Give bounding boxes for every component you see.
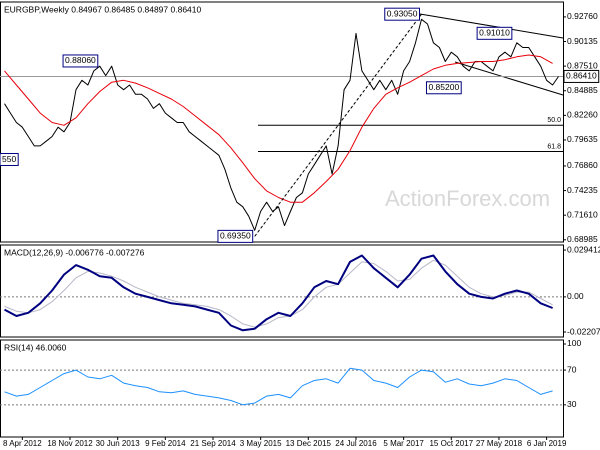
y-tick-label: 0.84885	[567, 85, 598, 95]
y-tick-label: 30	[567, 399, 577, 409]
x-tick-label: 27 May 2018	[476, 439, 523, 448]
annotation-label: 0.91010	[479, 28, 510, 38]
annotation-box	[384, 7, 421, 21]
panel-frame	[0, 339, 564, 438]
x-tick-label: 24 Jul 2016	[335, 439, 377, 448]
swing-line	[254, 13, 422, 237]
annotation-box	[217, 229, 254, 243]
annotation-box	[62, 54, 99, 68]
annotation-label: 0.88060	[65, 55, 96, 65]
series-line	[4, 18, 559, 231]
watermark: ActionForex.com	[385, 186, 550, 211]
annotation-label: 0.69350	[220, 231, 251, 241]
y-tick-label: -0.022074	[567, 326, 600, 336]
annotation-label: 0.85200	[428, 82, 459, 92]
x-tick-label: 6 Jan 2019	[527, 439, 567, 448]
y-tick-label: 0.79635	[567, 134, 598, 144]
y-tick-label: 70	[567, 364, 577, 374]
x-tick-label: 9 Feb 2014	[145, 439, 186, 448]
y-tick-label: 0.87510	[567, 60, 598, 70]
x-tick-label: 21 Sep 2014	[190, 439, 236, 448]
annotation-box	[425, 81, 462, 95]
x-tick-label: 15 Oct 2017	[429, 439, 473, 448]
x-tick-label: 30 Jun 2013	[96, 439, 141, 448]
y-tick-label: 0.029412	[567, 244, 600, 254]
y-tick-label: 0.76860	[567, 160, 598, 170]
panel-title: MACD(12,26,9) -0.006776 -0.007276	[4, 247, 145, 257]
x-tick-label: 3 May 2015	[240, 439, 282, 448]
last-price-box	[563, 69, 600, 83]
y-tick-label: 0.71610	[567, 209, 598, 219]
upper-trendline	[419, 13, 564, 39]
y-tick-label: 0.82260	[567, 110, 598, 120]
series-line	[4, 54, 553, 203]
series-line	[4, 259, 553, 328]
annotation-box	[0, 153, 19, 166]
y-tick-label: 0.68985	[567, 234, 598, 244]
series-line	[4, 254, 553, 332]
y-tick-label: 0.00	[567, 291, 584, 301]
panel-title: RSI(14) 46.0060	[4, 342, 67, 352]
y-tick-label: 0.90135	[567, 36, 598, 46]
lower-trendline	[454, 61, 564, 96]
fib-label: 61.8	[547, 143, 561, 150]
y-tick-label: 0.92760	[567, 11, 598, 21]
annotation-label: 550	[2, 154, 16, 164]
x-tick-label: 5 Mar 2017	[383, 439, 424, 448]
annotation-label: 0.93050	[387, 8, 418, 18]
x-tick-label: 18 Nov 2012	[47, 439, 93, 448]
last-price-label: 0.86410	[566, 71, 597, 81]
x-tick-label: 13 Dec 2015	[286, 439, 332, 448]
panel-frame	[0, 244, 564, 338]
x-tick-label: 8 Apr 2012	[3, 439, 42, 448]
y-tick-label: 0.74235	[567, 185, 598, 195]
panel-title: EURGBP,Weekly 0.84967 0.86485 0.84897 0.…	[4, 4, 201, 14]
series-line	[4, 367, 553, 406]
fib-label: 50.0	[547, 117, 561, 124]
y-tick-label: 100	[567, 338, 581, 348]
panel-frame	[0, 1, 564, 243]
annotation-box	[476, 26, 513, 40]
